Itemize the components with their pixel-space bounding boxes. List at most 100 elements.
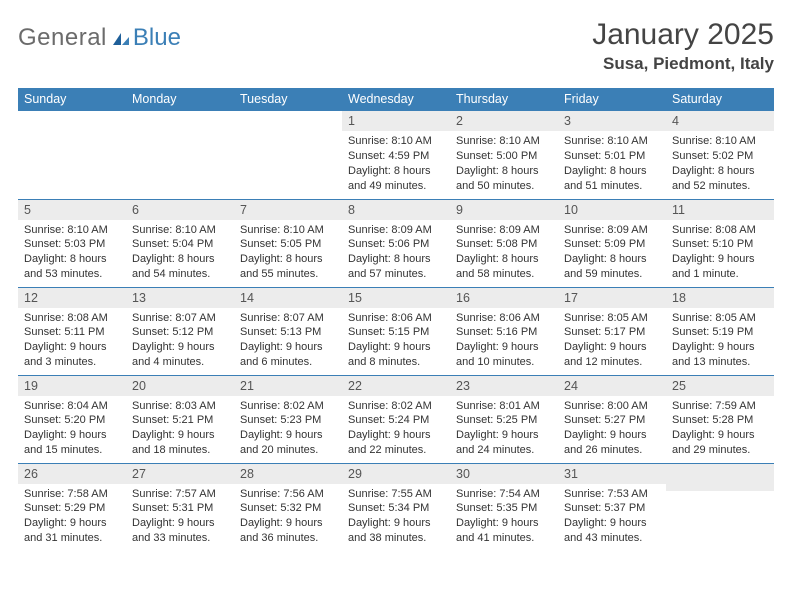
day-number: 10 [558,200,666,220]
sunset-line: Sunset: 4:59 PM [348,149,444,164]
day-body: Sunrise: 8:09 AMSunset: 5:09 PMDaylight:… [558,220,666,286]
daylight-line: Daylight: 9 hours and 12 minutes. [564,340,660,370]
sunrise-line: Sunrise: 8:10 AM [672,134,768,149]
sunrise-line: Sunrise: 8:08 AM [24,311,120,326]
day-body: Sunrise: 7:55 AMSunset: 5:34 PMDaylight:… [342,484,450,550]
day-body: Sunrise: 8:10 AMSunset: 5:04 PMDaylight:… [126,220,234,286]
day-body: Sunrise: 8:03 AMSunset: 5:21 PMDaylight:… [126,396,234,462]
day-cell: 12Sunrise: 8:08 AMSunset: 5:11 PMDayligh… [18,287,126,375]
daylight-line: Daylight: 9 hours and 20 minutes. [240,428,336,458]
day-body: Sunrise: 7:58 AMSunset: 5:29 PMDaylight:… [18,484,126,550]
daylight-line: Daylight: 9 hours and 41 minutes. [456,516,552,546]
brand-gray-text: General [18,24,107,52]
day-body: Sunrise: 8:07 AMSunset: 5:12 PMDaylight:… [126,308,234,374]
sunset-line: Sunset: 5:16 PM [456,325,552,340]
day-number: 11 [666,200,774,220]
day-number: 15 [342,288,450,308]
calendar-thead: SundayMondayTuesdayWednesdayThursdayFrid… [18,88,774,111]
daylight-line: Daylight: 8 hours and 55 minutes. [240,252,336,282]
day-body: Sunrise: 8:07 AMSunset: 5:13 PMDaylight:… [234,308,342,374]
sunrise-line: Sunrise: 8:00 AM [564,399,660,414]
day-cell: 4Sunrise: 8:10 AMSunset: 5:02 PMDaylight… [666,111,774,199]
day-body: Sunrise: 8:05 AMSunset: 5:17 PMDaylight:… [558,308,666,374]
day-cell: 24Sunrise: 8:00 AMSunset: 5:27 PMDayligh… [558,375,666,463]
day-number: 29 [342,464,450,484]
sunset-line: Sunset: 5:27 PM [564,413,660,428]
day-number: 1 [342,111,450,131]
daylight-line: Daylight: 9 hours and 18 minutes. [132,428,228,458]
day-cell: 26Sunrise: 7:58 AMSunset: 5:29 PMDayligh… [18,463,126,551]
calendar-row: 26Sunrise: 7:58 AMSunset: 5:29 PMDayligh… [18,463,774,551]
day-number: 7 [234,200,342,220]
day-number: 28 [234,464,342,484]
day-body: Sunrise: 7:53 AMSunset: 5:37 PMDaylight:… [558,484,666,550]
sunrise-line: Sunrise: 7:58 AM [24,487,120,502]
sunset-line: Sunset: 5:20 PM [24,413,120,428]
day-number: 17 [558,288,666,308]
day-number: 30 [450,464,558,484]
day-number: 2 [450,111,558,131]
sunset-line: Sunset: 5:13 PM [240,325,336,340]
sunset-line: Sunset: 5:08 PM [456,237,552,252]
weekday-header: Thursday [450,88,558,111]
day-cell: 5Sunrise: 8:10 AMSunset: 5:03 PMDaylight… [18,199,126,287]
day-number: 21 [234,376,342,396]
sunset-line: Sunset: 5:04 PM [132,237,228,252]
weekday-header: Monday [126,88,234,111]
day-cell: 9Sunrise: 8:09 AMSunset: 5:08 PMDaylight… [450,199,558,287]
calendar-table: SundayMondayTuesdayWednesdayThursdayFrid… [18,88,774,551]
day-cell: 29Sunrise: 7:55 AMSunset: 5:34 PMDayligh… [342,463,450,551]
sunrise-line: Sunrise: 8:09 AM [348,223,444,238]
day-cell: 25Sunrise: 7:59 AMSunset: 5:28 PMDayligh… [666,375,774,463]
daylight-line: Daylight: 9 hours and 15 minutes. [24,428,120,458]
sunrise-line: Sunrise: 7:54 AM [456,487,552,502]
sunset-line: Sunset: 5:12 PM [132,325,228,340]
sunset-line: Sunset: 5:10 PM [672,237,768,252]
sunset-line: Sunset: 5:24 PM [348,413,444,428]
daylight-line: Daylight: 8 hours and 59 minutes. [564,252,660,282]
sunrise-line: Sunrise: 7:56 AM [240,487,336,502]
day-body: Sunrise: 8:01 AMSunset: 5:25 PMDaylight:… [450,396,558,462]
daylight-line: Daylight: 8 hours and 54 minutes. [132,252,228,282]
sunset-line: Sunset: 5:17 PM [564,325,660,340]
day-cell: 14Sunrise: 8:07 AMSunset: 5:13 PMDayligh… [234,287,342,375]
day-body: Sunrise: 7:54 AMSunset: 5:35 PMDaylight:… [450,484,558,550]
daylight-line: Daylight: 9 hours and 1 minute. [672,252,768,282]
weekday-row: SundayMondayTuesdayWednesdayThursdayFrid… [18,88,774,111]
sunset-line: Sunset: 5:00 PM [456,149,552,164]
sunrise-line: Sunrise: 8:05 AM [564,311,660,326]
day-cell: 7Sunrise: 8:10 AMSunset: 5:05 PMDaylight… [234,199,342,287]
daylight-line: Daylight: 9 hours and 31 minutes. [24,516,120,546]
sunrise-line: Sunrise: 7:59 AM [672,399,768,414]
sunset-line: Sunset: 5:01 PM [564,149,660,164]
day-number [666,464,774,484]
daylight-line: Daylight: 9 hours and 26 minutes. [564,428,660,458]
sunset-line: Sunset: 5:28 PM [672,413,768,428]
sunrise-line: Sunrise: 8:02 AM [240,399,336,414]
day-cell: 31Sunrise: 7:53 AMSunset: 5:37 PMDayligh… [558,463,666,551]
day-number: 26 [18,464,126,484]
day-number: 3 [558,111,666,131]
day-body: Sunrise: 8:10 AMSunset: 5:00 PMDaylight:… [450,131,558,197]
calendar-row: 12Sunrise: 8:08 AMSunset: 5:11 PMDayligh… [18,287,774,375]
sunset-line: Sunset: 5:09 PM [564,237,660,252]
day-number: 5 [18,200,126,220]
daylight-line: Daylight: 9 hours and 36 minutes. [240,516,336,546]
sunrise-line: Sunrise: 8:08 AM [672,223,768,238]
daylight-line: Daylight: 9 hours and 33 minutes. [132,516,228,546]
sunrise-line: Sunrise: 8:06 AM [348,311,444,326]
calendar-body: 1Sunrise: 8:10 AMSunset: 4:59 PMDaylight… [18,111,774,551]
calendar-row: 5Sunrise: 8:10 AMSunset: 5:03 PMDaylight… [18,199,774,287]
daylight-line: Daylight: 9 hours and 38 minutes. [348,516,444,546]
day-body: Sunrise: 8:10 AMSunset: 4:59 PMDaylight:… [342,131,450,197]
sunrise-line: Sunrise: 8:10 AM [348,134,444,149]
sunset-line: Sunset: 5:34 PM [348,501,444,516]
title-block: January 2025 Susa, Piedmont, Italy [592,18,774,74]
sunset-line: Sunset: 5:23 PM [240,413,336,428]
sunrise-line: Sunrise: 8:10 AM [456,134,552,149]
day-cell: 22Sunrise: 8:02 AMSunset: 5:24 PMDayligh… [342,375,450,463]
sunset-line: Sunset: 5:37 PM [564,501,660,516]
sunrise-line: Sunrise: 8:10 AM [24,223,120,238]
sunrise-line: Sunrise: 8:09 AM [564,223,660,238]
calendar-document: General Blue January 2025 Susa, Piedmont… [0,0,792,561]
